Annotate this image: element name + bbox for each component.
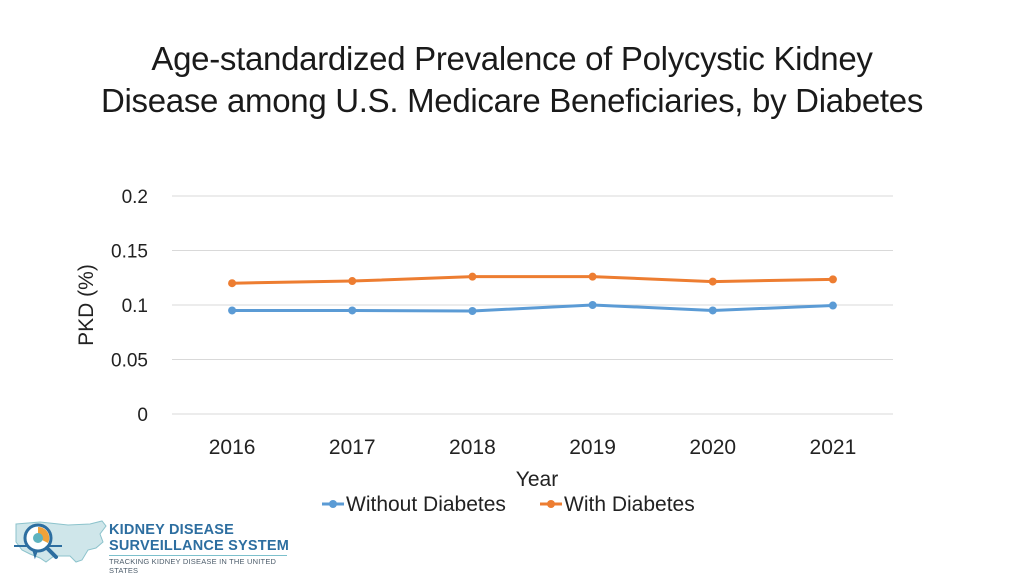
x-tick-label: 2017: [329, 436, 376, 459]
data-point: [828, 275, 837, 284]
logo-title-line-1: KIDNEY DISEASE: [109, 522, 235, 538]
series-line: [230, 275, 835, 285]
legend-swatch-marker: [329, 500, 337, 508]
y-tick-label: 0.05: [111, 351, 148, 372]
logo-title-line-2: SURVEILLANCE SYSTEM: [109, 538, 289, 554]
data-point: [708, 277, 717, 286]
x-tick-label: 2021: [810, 436, 857, 459]
legend-label: Without Diabetes: [346, 493, 506, 516]
x-tick-label: 2016: [209, 436, 256, 459]
y-tick-label: 0: [137, 405, 148, 426]
series-layer: [228, 272, 837, 315]
data-point: [468, 306, 477, 315]
x-tick-label: 2020: [689, 436, 736, 459]
y-tick-label: 0.1: [122, 296, 148, 317]
data-point: [348, 277, 357, 286]
data-point: [588, 301, 597, 309]
series-with-diabetes: [228, 272, 837, 288]
x-tick-label: 2018: [449, 436, 496, 459]
gridlines: [172, 195, 893, 415]
title-line-2: Disease among U.S. Medicare Beneficiarie…: [100, 82, 924, 119]
data-point: [348, 306, 357, 315]
data-point: [708, 306, 717, 315]
legend-label: With Diabetes: [564, 493, 695, 516]
data-point: [828, 301, 837, 310]
kdss-logo: KIDNEY DISEASE SURVEILLANCE SYSTEM TRACK…: [10, 516, 300, 575]
legend-swatch-marker: [547, 500, 555, 508]
y-tick-label: 0.15: [111, 242, 148, 263]
title-line-1: Age-standardized Prevalence of Polycysti…: [151, 40, 873, 77]
x-axis-title: Year: [516, 468, 558, 491]
logo-divider: [109, 555, 287, 556]
series-without-diabetes: [228, 301, 837, 315]
y-axis-ticks: 0 0.05 0.1 0.15 0.2: [111, 187, 148, 426]
slide-title: Age-standardized Prevalence of Polycysti…: [0, 38, 1024, 122]
legend: Without Diabetes With Diabetes: [322, 493, 695, 516]
x-axis-ticks: 2016 2017 2018 2019 2020 2021: [209, 436, 857, 459]
data-point: [228, 279, 237, 288]
y-axis-title: PKD (%): [75, 264, 98, 346]
y-tick-label: 0.2: [122, 187, 148, 208]
x-tick-label: 2019: [569, 436, 616, 459]
us-map-logo-icon: [14, 520, 107, 563]
data-point: [468, 272, 477, 281]
series-line: [230, 303, 835, 313]
legend-item: With Diabetes: [540, 493, 695, 516]
data-point: [228, 306, 237, 315]
logo-tagline: TRACKING KIDNEY DISEASE IN THE UNITED ST…: [109, 557, 277, 575]
legend-item: Without Diabetes: [322, 493, 506, 516]
data-point: [588, 272, 597, 281]
